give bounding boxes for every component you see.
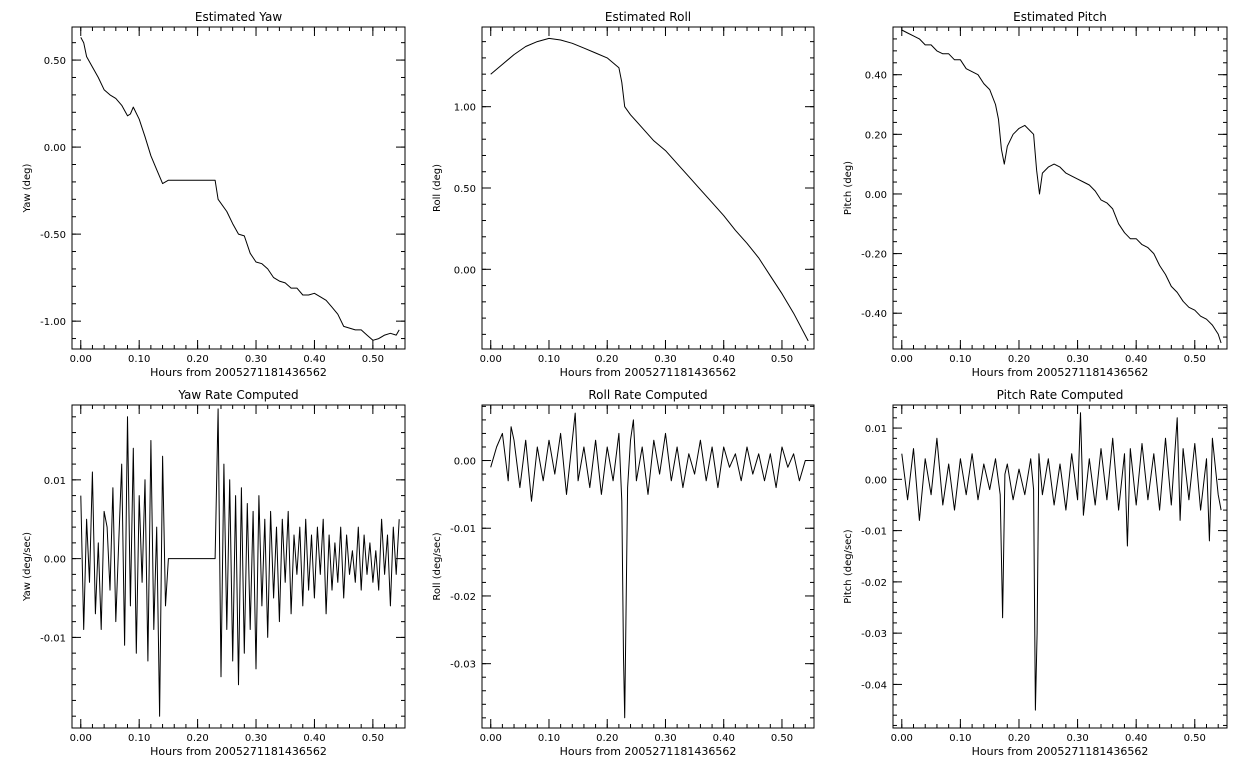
x-tick-label: 0.50 bbox=[771, 733, 793, 744]
x-axis-label: Hours from 2005271181436562 bbox=[560, 366, 737, 379]
x-tick-label: 0.10 bbox=[949, 354, 971, 365]
x-tick-label: 0.50 bbox=[362, 733, 384, 744]
x-tick-label: 0.30 bbox=[245, 733, 267, 744]
y-tick-label: -0.03 bbox=[861, 629, 887, 640]
y-tick-label: -0.20 bbox=[861, 250, 887, 261]
y-axis-label: Pitch (deg) bbox=[843, 161, 854, 215]
x-tick-label: 0.40 bbox=[713, 354, 735, 365]
x-axis-label: Hours from 2005271181436562 bbox=[150, 745, 327, 758]
series-line bbox=[490, 37, 809, 342]
plot-panel: 0.00 0.10 0.20 0.30 0.40 0.50 0.40 0.20 0.00 -0.2… bbox=[843, 10, 1228, 379]
y-tick-label: 0.01 bbox=[865, 424, 887, 435]
y-tick-label: 0.50 bbox=[454, 184, 476, 195]
x-tick-label: 0.50 bbox=[1184, 733, 1206, 744]
x-tick-label: 0.00 bbox=[70, 354, 92, 365]
x-tick-label: 0.10 bbox=[949, 733, 971, 744]
y-tick-label: 1.00 bbox=[454, 103, 476, 114]
chart-title: Estimated Pitch bbox=[1013, 10, 1107, 24]
x-tick-label: 0.30 bbox=[1066, 733, 1088, 744]
y-tick-label: -0.02 bbox=[450, 592, 476, 603]
x-axis-label: Hours from 2005271181436562 bbox=[972, 745, 1149, 758]
series-line bbox=[80, 37, 400, 341]
chart-title: Roll Rate Computed bbox=[588, 388, 707, 402]
x-tick-label: 0.20 bbox=[186, 354, 208, 365]
x-tick-label: 0.00 bbox=[891, 733, 913, 744]
plot-frame bbox=[892, 404, 1228, 729]
y-tick-label: 0.01 bbox=[44, 476, 66, 487]
plot-panel: 0.00 0.10 0.20 0.30 0.40 0.50 0.01 0.00 -0.01 -0.… bbox=[843, 388, 1228, 758]
x-tick-label: 0.40 bbox=[713, 733, 735, 744]
x-tick-label: 0.40 bbox=[1125, 733, 1147, 744]
y-tick-label: 0.00 bbox=[44, 143, 66, 154]
x-tick-label: 0.20 bbox=[1008, 733, 1030, 744]
y-tick-label: -0.03 bbox=[450, 660, 476, 671]
plot-frame bbox=[71, 26, 406, 350]
y-tick-label: 0.00 bbox=[865, 190, 887, 201]
series-line bbox=[80, 408, 400, 717]
y-tick-label: -0.01 bbox=[861, 527, 887, 538]
plot-panel: 0.00 0.10 0.20 0.30 0.40 0.50 0.00 -0.01 -0.02 -0… bbox=[432, 388, 815, 758]
x-axis-label: Hours from 2005271181436562 bbox=[560, 745, 737, 758]
series-line bbox=[490, 412, 809, 719]
x-tick-label: 0.00 bbox=[70, 733, 92, 744]
x-tick-label: 0.50 bbox=[362, 354, 384, 365]
x-axis-label: Hours from 2005271181436562 bbox=[972, 366, 1149, 379]
x-tick-label: 0.20 bbox=[186, 733, 208, 744]
x-tick-label: 0.50 bbox=[1184, 354, 1206, 365]
x-tick-label: 0.20 bbox=[596, 733, 618, 744]
y-tick-label: 0.40 bbox=[865, 71, 887, 82]
x-tick-label: 0.00 bbox=[891, 354, 913, 365]
x-tick-label: 0.00 bbox=[480, 733, 502, 744]
chart-title: Pitch Rate Computed bbox=[997, 388, 1124, 402]
plot-frame bbox=[71, 404, 406, 729]
plot-frame bbox=[481, 404, 815, 729]
plot-panel: 0.00 0.10 0.20 0.30 0.40 0.50 1.00 0.50 0.00 Esti… bbox=[432, 10, 815, 379]
x-tick-label: 0.40 bbox=[1125, 354, 1147, 365]
plot-panel: 0.00 0.10 0.20 0.30 0.40 0.50 0.01 0.00 -0.01 Yaw… bbox=[22, 388, 406, 758]
chart-title: Estimated Roll bbox=[605, 10, 691, 24]
x-tick-label: 0.40 bbox=[303, 733, 325, 744]
y-axis-label: Pitch (deg/sec) bbox=[843, 529, 854, 604]
plot-panel: 0.00 0.10 0.20 0.30 0.40 0.50 0.50 0.00 -0.50 -1.… bbox=[22, 10, 406, 379]
y-tick-label: 0.20 bbox=[865, 130, 887, 141]
y-tick-label: -0.01 bbox=[40, 633, 66, 644]
chart-title: Estimated Yaw bbox=[195, 10, 282, 24]
x-tick-label: 0.30 bbox=[245, 354, 267, 365]
x-tick-label: 0.30 bbox=[1066, 354, 1088, 365]
series-line bbox=[901, 412, 1222, 711]
y-tick-label: 0.00 bbox=[44, 555, 66, 566]
x-tick-label: 0.10 bbox=[128, 733, 150, 744]
x-tick-label: 0.30 bbox=[654, 354, 676, 365]
y-tick-label: -0.40 bbox=[861, 309, 887, 320]
y-tick-label: 0.00 bbox=[454, 457, 476, 468]
y-tick-label: 0.00 bbox=[865, 475, 887, 486]
x-tick-label: 0.10 bbox=[538, 733, 560, 744]
x-tick-label: 0.40 bbox=[303, 354, 325, 365]
y-tick-label: -0.02 bbox=[861, 578, 887, 589]
x-tick-label: 0.20 bbox=[596, 354, 618, 365]
y-tick-label: -0.01 bbox=[450, 524, 476, 535]
chart-title: Yaw Rate Computed bbox=[177, 388, 298, 402]
y-tick-label: 0.00 bbox=[454, 265, 476, 276]
plot-frame bbox=[892, 26, 1228, 350]
x-tick-label: 0.50 bbox=[771, 354, 793, 365]
x-tick-label: 0.10 bbox=[538, 354, 560, 365]
y-tick-label: -1.00 bbox=[40, 317, 66, 328]
y-tick-label: -0.50 bbox=[40, 230, 66, 241]
y-tick-label: 0.50 bbox=[44, 56, 66, 67]
y-tick-label: -0.04 bbox=[861, 680, 887, 691]
x-tick-label: 0.20 bbox=[1008, 354, 1030, 365]
y-axis-label: Roll (deg) bbox=[432, 164, 443, 212]
plot-frame bbox=[481, 26, 815, 350]
x-axis-label: Hours from 2005271181436562 bbox=[150, 366, 327, 379]
x-tick-label: 0.10 bbox=[128, 354, 150, 365]
x-tick-label: 0.30 bbox=[654, 733, 676, 744]
y-axis-label: Yaw (deg/sec) bbox=[22, 532, 33, 602]
x-tick-label: 0.00 bbox=[480, 354, 502, 365]
series-line bbox=[901, 29, 1222, 344]
y-axis-label: Yaw (deg) bbox=[22, 163, 33, 213]
y-axis-label: Roll (deg/sec) bbox=[432, 532, 443, 600]
